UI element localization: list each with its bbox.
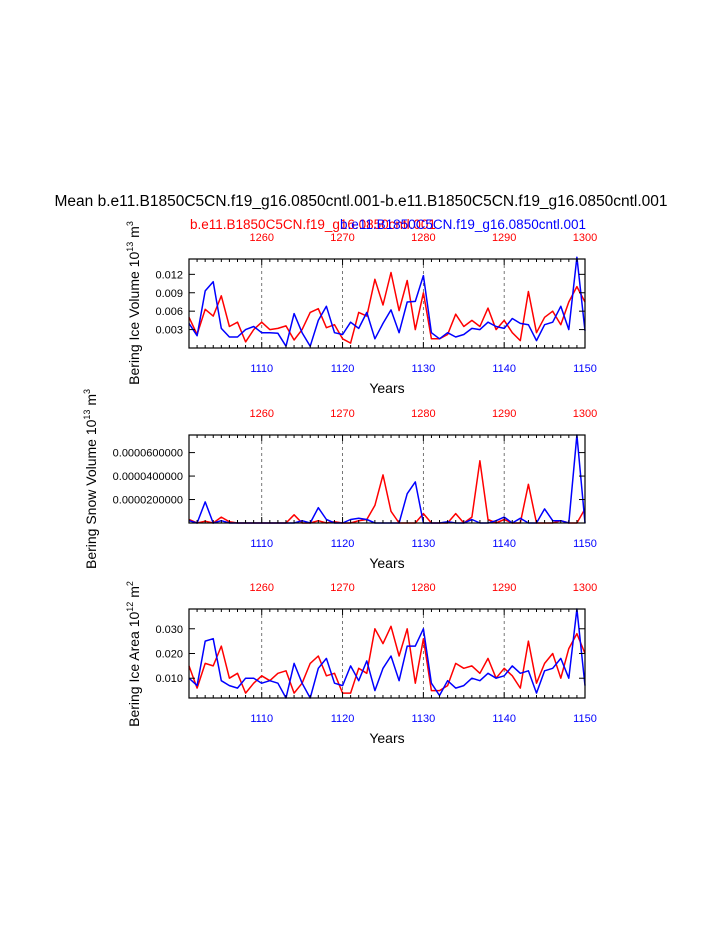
x2-tick-label-1300: 1300 [573,408,597,420]
x-tick-label-1120: 1120 [331,713,355,725]
x-tick-label-1120: 1120 [331,538,355,550]
chart-panel-2: 1110 1120 1130 1140 1150 1260 1270 1280 1290 1300… [82,389,597,571]
y-axis-label-part: 13 [82,410,92,420]
series-line-blue [188,608,586,699]
y-axis-label: Bering Ice Area 1012 m2 [125,581,142,727]
y-axis-label-part: m [83,394,99,410]
series-line-red [188,625,586,694]
y-tick-label: 0.0000200000 [113,495,183,507]
x-tick-label-1150: 1150 [573,538,597,550]
x-tick-label-1130: 1130 [412,713,436,725]
x2-tick-label-1290: 1290 [492,408,516,420]
x2-tick-label-1270: 1270 [330,582,354,594]
series-line-red [188,271,586,344]
x-tick-label-1120: 1120 [331,363,355,375]
y-axis-label-part: m [126,226,142,242]
series-line-blue [188,256,586,347]
x-tick-label-1110: 1110 [250,713,273,725]
y-tick-label: 0.030 [155,624,183,636]
figure-header: Mean b.e11.B1850C5CN.f19_g16.0850cntl.00… [55,193,668,232]
y-tick-label: 0.0000400000 [113,471,183,483]
plot-frame [188,434,586,524]
x2-tick-label-1260: 1260 [249,408,273,420]
x-tick-label-1110: 1110 [250,363,273,375]
x2-tick-label-1280: 1280 [411,408,435,420]
x2-tick-label-1270: 1270 [330,408,354,420]
chart-panel-3: 1110 1120 1130 1140 1150 1260 1270 1280 1290 1300… [125,581,597,746]
y-axis-label-part: Bering Ice Area 10 [126,611,142,726]
x2-tick-label-1290: 1290 [492,232,516,244]
y-tick-label: 0.020 [155,649,183,661]
x2-tick-label-1260: 1260 [249,582,273,594]
x-tick-label-1150: 1150 [573,363,597,375]
y-axis-label-part: 3 [82,389,92,394]
y-axis-label-part: Bering Ice Volume 10 [126,252,142,385]
x2-tick-label-1280: 1280 [411,232,435,244]
y-tick-label: 0.010 [155,673,183,685]
x2-tick-label-1300: 1300 [573,232,597,244]
x-axis-label: Years [369,555,404,571]
x-tick-label-1150: 1150 [573,713,597,725]
x-tick-label-1110: 1110 [250,538,273,550]
series-line-blue [188,434,586,524]
x-tick-label-1130: 1130 [412,363,436,375]
x2-tick-label-1260: 1260 [249,232,273,244]
x-tick-label-1130: 1130 [412,538,436,550]
y-tick-label: 0.012 [155,269,183,281]
y-axis-label-part: 13 [125,242,135,252]
y-axis-label: Bering Snow Volume 1013 m3 [82,389,99,569]
plot-frame [188,258,586,349]
x2-tick-label-1290: 1290 [492,582,516,594]
series-line-red [188,460,586,524]
main-title: Mean b.e11.B1850C5CN.f19_g16.0850cntl.00… [55,193,668,210]
x-axis-label: Years [369,730,404,746]
x-tick-label-1140: 1140 [492,363,516,375]
x2-tick-label-1270: 1270 [330,232,354,244]
y-tick-label: 0.003 [155,325,183,337]
x-axis-label: Years [369,380,404,396]
chart-panel-1: 1110 1120 1130 1140 1150 1260 1270 1280 1290 1300… [125,221,597,396]
y-axis-label-part: 2 [125,581,135,586]
legend-blue-label: b.e11.B1850C5CN.f19_g16.0850cntl.001 [340,217,586,232]
y-tick-label: 0.0000600000 [113,448,183,460]
y-axis-label-part: m [126,586,142,602]
y-axis-label-part: Bering Snow Volume 10 [83,419,99,569]
y-tick-label: 0.006 [155,306,183,318]
legend-red-label: b.e11.B1850C5CN.f19_g16.0850cntl.001 [190,217,436,232]
x-tick-label-1140: 1140 [492,538,516,550]
y-axis-label-part: 3 [125,221,135,226]
x-tick-label-1140: 1140 [492,713,516,725]
y-axis-label: Bering Ice Volume 1013 m3 [125,221,142,385]
x2-tick-label-1300: 1300 [573,582,597,594]
x2-tick-label-1280: 1280 [411,582,435,594]
y-axis-label-part: 12 [125,602,135,612]
y-tick-label: 0.009 [155,288,183,300]
